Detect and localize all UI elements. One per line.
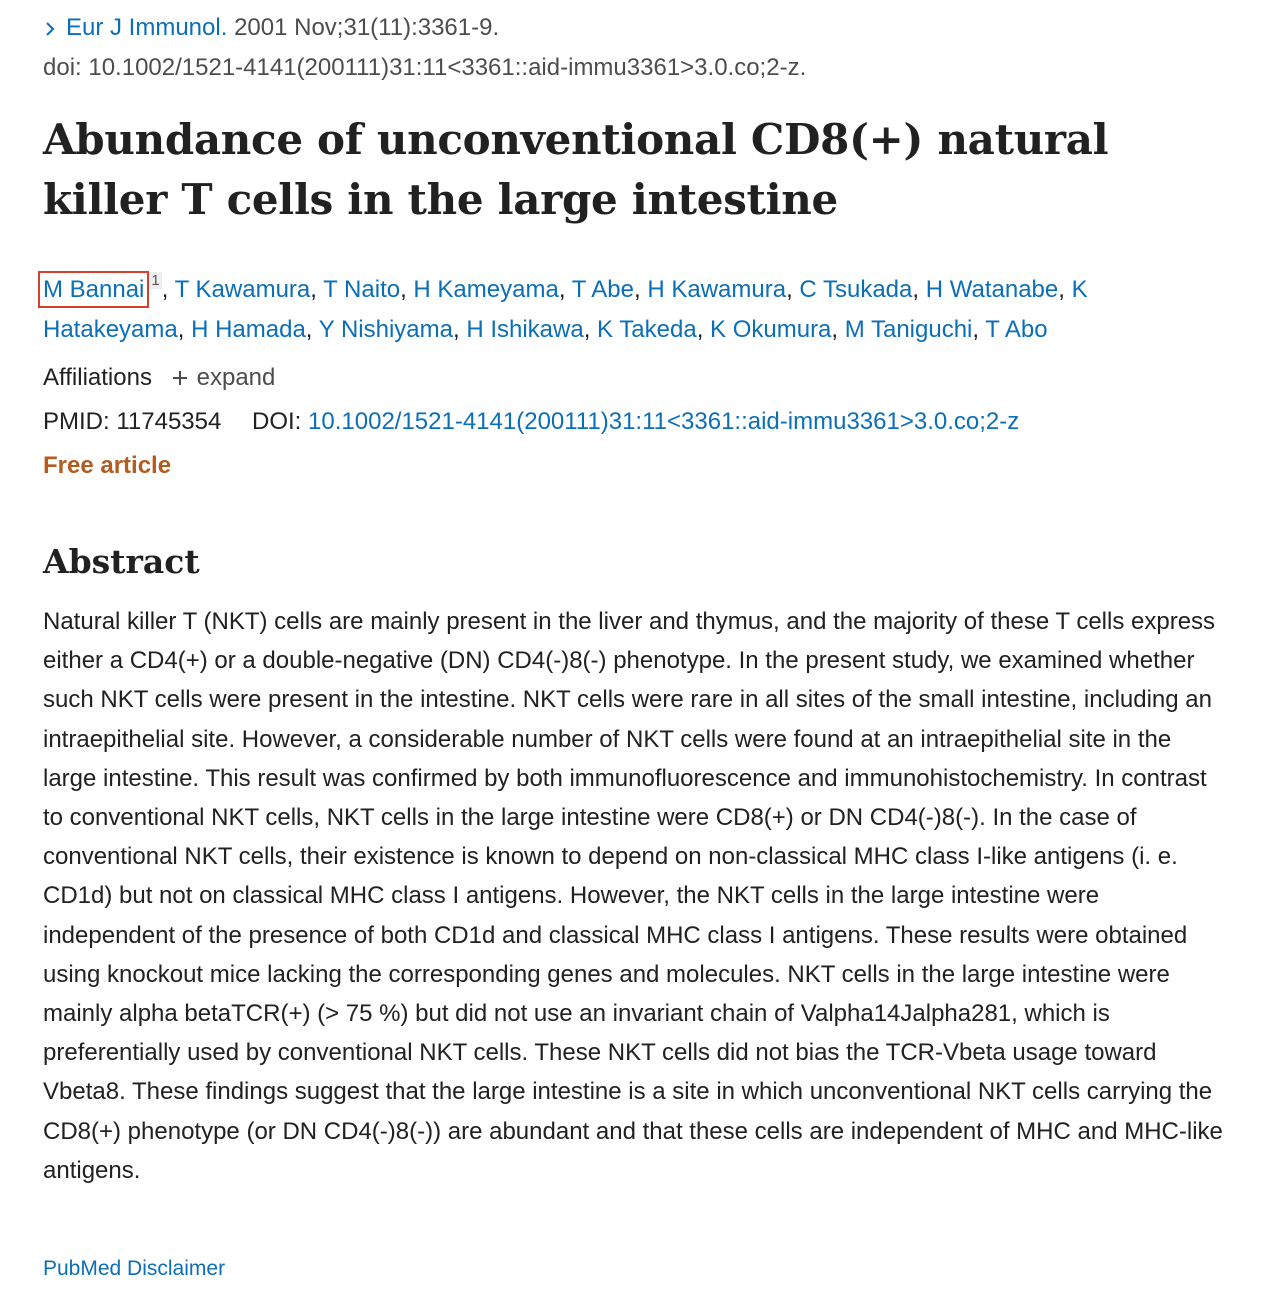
author-separator: , [831,316,845,343]
author-separator: , [558,276,572,303]
journal-name: Eur J Immunol. [66,14,228,41]
author-separator: , [177,316,192,343]
author-separator: , [786,276,800,303]
author-link[interactable]: K Hatakeyama [43,276,1088,343]
author-link[interactable]: T Kawamura [174,276,311,303]
citation-line: Eur J Immunol. 2001 Nov;31(11):3361-9. [43,8,806,48]
citation-doi: doi: 10.1002/1521-4141(200111)31:11<3361… [43,54,807,81]
author-separator: , [972,316,986,343]
author-link[interactable]: T Abo [985,316,1048,343]
author-separator: , [452,316,467,343]
author-link[interactable]: H Kameyama [413,276,559,303]
pmid-value: 11745354 [116,408,222,435]
author-separator: , [696,316,711,343]
author-link[interactable]: T Abe [571,276,634,303]
author-link[interactable]: K Okumura [710,316,832,343]
chevron-right-icon [46,22,55,36]
plus-icon [172,371,187,385]
author-separator: , [912,276,926,303]
author-link[interactable]: H Ishikawa [466,316,584,343]
identifiers-row: PMID: 11745354 DOI: 10.1002/1521-4141(20… [43,404,1019,440]
pmid-label: PMID: [43,408,110,435]
author-link[interactable]: M Bannai [37,271,150,308]
author-link[interactable]: H Kawamura [647,276,787,303]
abstract-heading: Abstract [43,542,200,581]
citation: Eur J Immunol. 2001 Nov;31(11):3361-9. d… [43,8,806,88]
affiliations-label: Affiliations [43,364,152,391]
author-link[interactable]: H Watanabe [925,276,1059,303]
author-separator: , [400,276,414,303]
author-link[interactable]: M Taniguchi [844,316,973,343]
free-article-link[interactable]: Free article [43,452,172,479]
authors-list: M Bannai 1, T Kawamura, T Naito, H Kameya… [37,261,1233,350]
affiliations-row: Affiliations expand [43,360,275,396]
abstract-text: Natural killer T (NKT) cells are mainly … [43,608,1223,1184]
author-link[interactable]: Y Nishiyama [318,316,453,343]
author-link[interactable]: C Tsukada [799,276,913,303]
author-separator: , [161,276,175,303]
author-link[interactable]: H Hamada [191,316,306,343]
author-separator: , [310,276,324,303]
doi-label: DOI: [252,408,302,435]
expand-label: expand [196,364,276,391]
doi-link[interactable]: 10.1002/1521-4141(200111)31:11<3361::aid… [308,408,1020,435]
author-separator: , [583,316,598,343]
article-title: Abundance of unconventional CD8(+) natur… [43,115,1109,224]
author-separator: , [634,276,648,303]
journal-link[interactable]: Eur J Immunol. [43,14,227,41]
expand-affiliations-button[interactable]: expand [171,364,276,391]
citation-details: 2001 Nov;31(11):3361-9. [234,14,500,41]
author-link[interactable]: K Takeda [597,316,697,343]
pubmed-disclaimer-link[interactable]: PubMed Disclaimer [43,1257,226,1280]
author-separator: , [1058,276,1072,303]
author-link[interactable]: T Naito [323,276,401,303]
affiliation-ref[interactable]: 1 [149,272,162,289]
author-separator: , [305,316,319,343]
